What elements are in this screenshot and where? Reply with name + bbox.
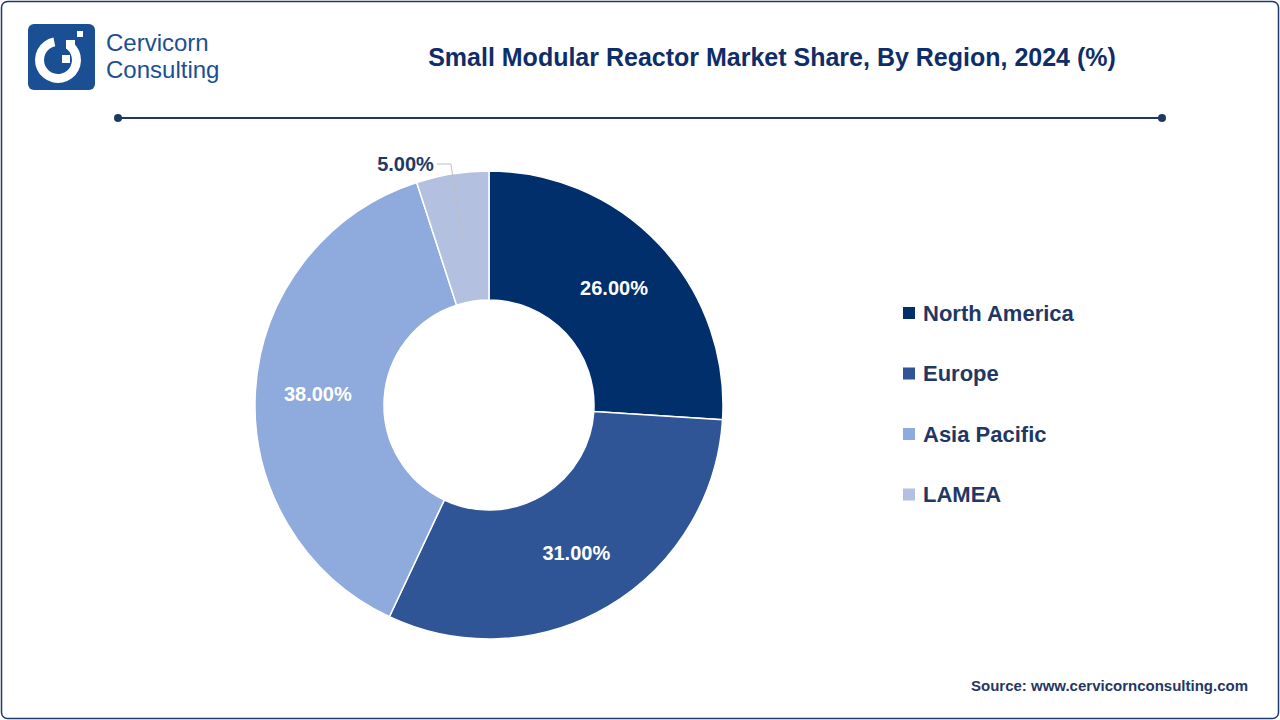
data-label: 5.00% — [377, 153, 434, 175]
legend-label: North America — [923, 301, 1075, 326]
legend-item: LAMEA — [903, 482, 1001, 507]
slice — [417, 171, 489, 305]
frame — [2, 2, 1279, 719]
legend-swatch — [903, 307, 915, 319]
data-label: 26.00% — [580, 277, 648, 299]
brand-text: Consulting — [106, 56, 219, 83]
legend-label: LAMEA — [923, 482, 1001, 507]
legend-item: Asia Pacific — [903, 422, 1047, 447]
data-labels: 26.00% 31.00% 38.00% 5.00% — [284, 153, 648, 564]
divider — [118, 117, 1162, 119]
logo: CervicornConsulting — [28, 24, 219, 90]
divider-dot — [1158, 114, 1166, 122]
logo-icon — [35, 37, 81, 83]
logo-box — [28, 24, 95, 90]
legend-swatch — [903, 368, 915, 380]
divider-dot — [114, 114, 122, 122]
legend-item: North America — [903, 301, 1075, 326]
legend: North America Europe Asia Pacific LAMEA — [903, 301, 1075, 508]
title: Small Modular Reactor Market Share, By R… — [428, 43, 1116, 71]
logo-icon-square — [62, 55, 70, 63]
legend-swatch — [903, 428, 915, 440]
slice — [489, 171, 723, 420]
chart: CervicornConsulting Small Modular Reactor… — [0, 0, 1280, 720]
donut — [255, 171, 723, 639]
legend-label: Europe — [923, 361, 999, 386]
leader-line — [437, 164, 463, 238]
slice — [255, 182, 457, 616]
logo-icon-square — [77, 31, 83, 37]
slice — [389, 412, 722, 639]
legend-swatch — [903, 489, 915, 501]
legend-label: Asia Pacific — [923, 422, 1047, 447]
logo-icon-square — [66, 40, 75, 49]
source: Source: www.cervicornconsulting.com — [971, 677, 1248, 694]
data-label: 38.00% — [284, 383, 352, 405]
legend-item: Europe — [903, 361, 999, 386]
brand-text: Cervicorn — [106, 29, 209, 56]
data-label: 31.00% — [542, 542, 610, 564]
